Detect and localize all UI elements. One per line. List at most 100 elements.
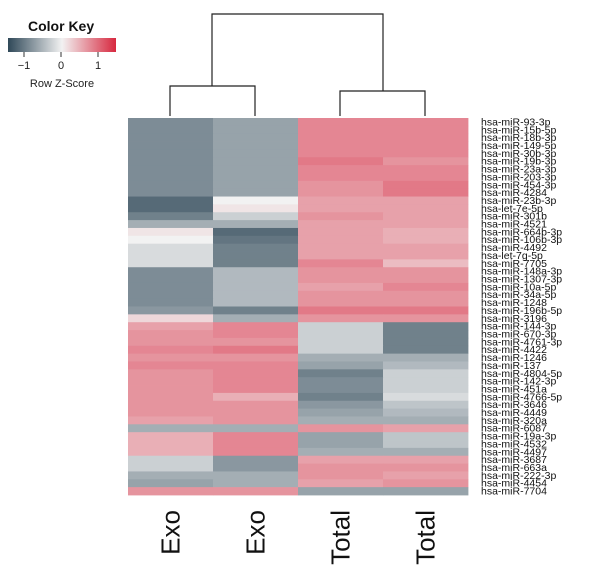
row-label: hsa-miR-454-3p — [481, 179, 556, 191]
heatmap-cell — [383, 353, 469, 362]
heatmap-cell — [383, 487, 469, 496]
heatmap-cell — [298, 188, 384, 197]
color-key-tick-label: 1 — [95, 60, 101, 72]
heatmap-cell — [383, 416, 469, 425]
heatmap-cell — [128, 172, 214, 182]
column-dendrogram — [169, 13, 426, 116]
heatmap-cell — [213, 487, 299, 496]
heatmap-cell — [213, 157, 299, 166]
heatmap-cell — [298, 424, 384, 433]
row-label: hsa-miR-144-3p — [481, 321, 556, 333]
row-label: hsa-miR-137 — [481, 360, 541, 372]
heatmap-cell — [128, 227, 214, 237]
heatmap-cell — [213, 377, 299, 386]
heatmap-cell — [383, 165, 469, 174]
heatmap-cell — [383, 361, 469, 370]
heatmap-cell — [128, 290, 214, 300]
heatmap-cell — [383, 220, 469, 229]
heatmap-cell — [298, 220, 384, 229]
heatmap-cell — [298, 361, 384, 370]
heatmap-cell — [298, 337, 384, 347]
color-key-tick-label: 0 — [58, 60, 64, 72]
row-label: hsa-miR-1246 — [481, 352, 547, 364]
heatmap-cell — [213, 447, 299, 457]
heatmap-cell — [383, 118, 469, 127]
row-label: hsa-miR-23a-3p — [481, 164, 556, 176]
row-label: hsa-miR-4532 — [481, 438, 547, 450]
heatmap-cell — [383, 377, 469, 386]
heatmap-cell — [298, 353, 384, 362]
heatmap-cell — [298, 377, 384, 386]
heatmap-cell — [298, 212, 384, 221]
heatmap-cell — [213, 432, 299, 441]
heatmap-cell — [128, 322, 214, 331]
heatmap-cell — [383, 251, 469, 260]
column-label: Total — [326, 510, 356, 565]
heatmap-cell — [213, 369, 299, 378]
heatmap-cell — [213, 392, 299, 402]
row-label: hsa-miR-7705 — [481, 258, 547, 270]
heatmap-cell — [128, 479, 214, 488]
heatmap-cell — [383, 408, 469, 417]
heatmap-cell — [128, 392, 214, 402]
heatmap-cell — [298, 400, 384, 409]
row-label: hsa-miR-203-3p — [481, 171, 556, 183]
row-label: hsa-miR-18b-3p — [481, 132, 556, 144]
row-label: hsa-miR-301b — [481, 211, 547, 223]
heatmap-cell — [298, 322, 384, 331]
heatmap-cell — [128, 353, 214, 362]
heatmap-cell — [213, 400, 299, 409]
heatmap-cell — [213, 165, 299, 174]
heatmap-cell — [213, 149, 299, 158]
heatmap-cell — [298, 471, 384, 480]
heatmap-cell — [383, 157, 469, 166]
heatmap-cell — [128, 369, 214, 378]
heatmap-cell — [128, 157, 214, 166]
row-label: hsa-miR-4492 — [481, 242, 547, 254]
row-label: hsa-miR-34a-5p — [481, 289, 556, 301]
heatmap-cell — [128, 220, 214, 229]
heatmap-cell — [213, 361, 299, 370]
color-key-gradient — [8, 38, 116, 52]
row-label: hsa-miR-3687 — [481, 454, 547, 466]
row-label: hsa-miR-7704 — [481, 486, 547, 498]
heatmap-cell — [298, 282, 384, 292]
heatmap-cell — [213, 267, 299, 276]
row-label: hsa-miR-142-3p — [481, 376, 556, 388]
row-label: hsa-miR-4449 — [481, 407, 547, 419]
heatmap-cell — [213, 314, 299, 323]
row-label: hsa-miR-30b-3p — [481, 148, 556, 160]
column-label: Exo — [241, 510, 271, 555]
heatmap-cell — [298, 306, 384, 315]
heatmap-cell — [383, 196, 469, 205]
heatmap-cell — [298, 141, 384, 150]
heatmap-cell — [213, 479, 299, 488]
heatmap-cell — [213, 188, 299, 197]
heatmap-cell — [128, 282, 214, 292]
heatmap-cell — [128, 487, 214, 496]
heatmap-cell — [213, 471, 299, 480]
heatmap-cell — [383, 337, 469, 347]
heatmap-cell — [128, 188, 214, 197]
heatmap-cell — [213, 345, 299, 355]
heatmap-cell — [383, 345, 469, 355]
color-key-label: Row Z-Score — [30, 78, 94, 90]
heatmap-cell — [128, 298, 214, 307]
heatmap-cell — [383, 322, 469, 331]
row-label: hsa-miR-320a — [481, 415, 547, 427]
heatmap-cell — [298, 487, 384, 496]
heatmap-cell — [213, 172, 299, 182]
heatmap-cell — [128, 212, 214, 221]
heatmap-cell — [383, 180, 469, 190]
heatmap-cell — [128, 408, 214, 417]
heatmap-cell — [383, 141, 469, 150]
heatmap-cell — [298, 259, 384, 268]
heatmap-cell — [128, 337, 214, 347]
heatmap-cell — [128, 306, 214, 315]
row-label: hsa-miR-4804-5p — [481, 368, 562, 380]
dendrogram-branch-exo — [169, 85, 256, 116]
heatmap-cell — [298, 275, 384, 284]
heatmap-cell — [383, 204, 469, 213]
row-label: hsa-miR-4761-3p — [481, 336, 562, 348]
